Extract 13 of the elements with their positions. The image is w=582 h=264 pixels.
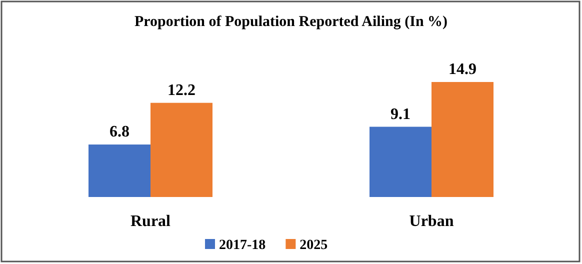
- data-label: 14.9: [448, 61, 476, 78]
- legend-label: 2017-18: [219, 238, 266, 253]
- bar: [150, 102, 212, 197]
- bar: [88, 144, 150, 197]
- data-label: 9.1: [390, 106, 410, 123]
- data-label: 12.2: [168, 82, 196, 99]
- data-label: 6.8: [110, 124, 130, 141]
- legend-label: 2025: [300, 238, 328, 253]
- bar: [432, 82, 494, 197]
- chart-title: Proportion of Population Reported Ailing (In %): [134, 14, 448, 30]
- bar: [370, 126, 432, 197]
- x-tick-label: Urban: [409, 213, 454, 230]
- x-tick-label: Rural: [130, 213, 172, 230]
